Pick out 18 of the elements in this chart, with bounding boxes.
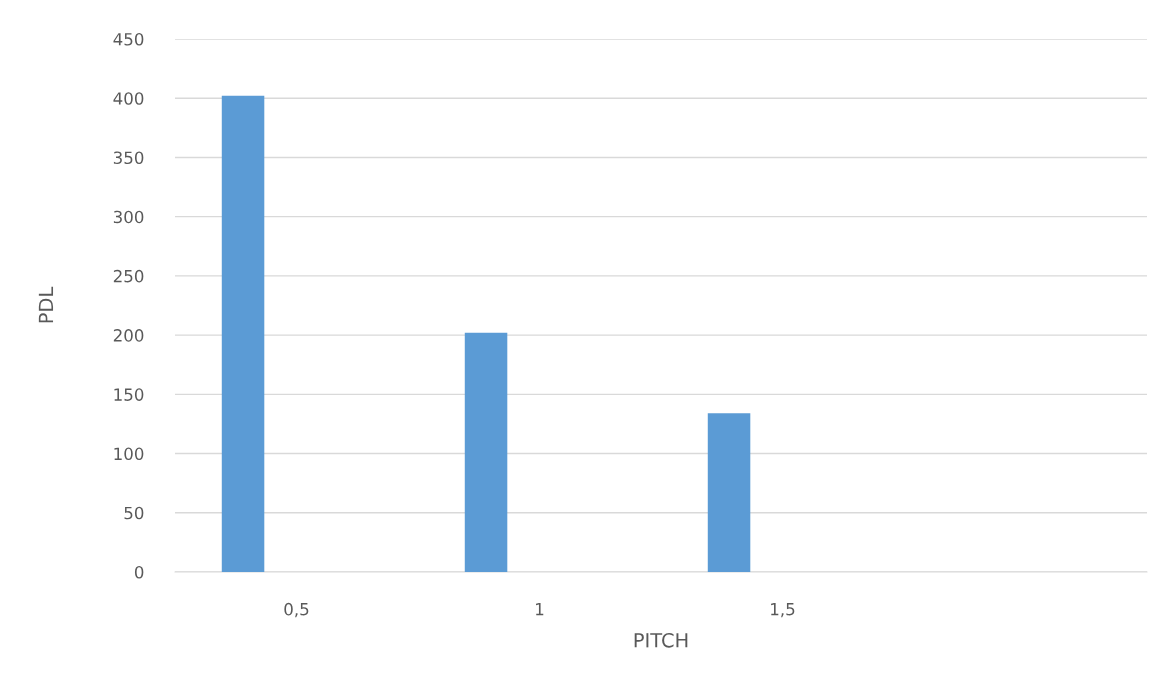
y-axis-title: PDL bbox=[38, 286, 54, 323]
y-tick-label: 200 bbox=[113, 329, 144, 342]
bar bbox=[464, 332, 508, 572]
y-tick-label: 300 bbox=[113, 210, 144, 224]
x-tick-label: 1 bbox=[536, 603, 544, 616]
y-tick-label: 400 bbox=[113, 92, 144, 105]
y-tick-label: 150 bbox=[114, 388, 144, 401]
y-tick-label: 0 bbox=[134, 565, 144, 579]
y-tick-label: 450 bbox=[113, 32, 144, 46]
x-tick-label: 0,5 bbox=[284, 602, 309, 618]
y-tick-label: 350 bbox=[113, 151, 144, 165]
x-axis-title: PITCH bbox=[634, 632, 688, 648]
bar bbox=[221, 95, 265, 572]
x-tick-label: 1,5 bbox=[771, 603, 795, 618]
y-tick-label: 100 bbox=[114, 447, 144, 461]
y-tick-label: 50 bbox=[124, 506, 144, 520]
bar bbox=[707, 413, 751, 572]
y-tick-label: 250 bbox=[113, 269, 144, 283]
